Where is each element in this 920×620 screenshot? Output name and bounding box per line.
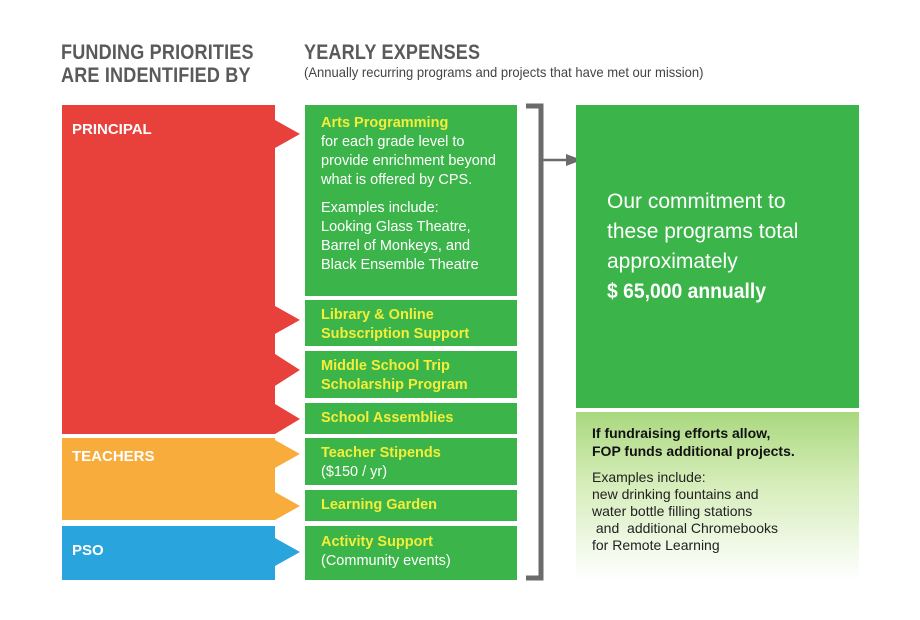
expense-arts-programming: Arts Programming for each grade level to… (305, 105, 517, 296)
expense-learning-garden: Learning Garden (305, 490, 517, 521)
source-teachers: TEACHERS (72, 448, 155, 465)
bracket-line (526, 103, 544, 581)
notch-gap (275, 320, 305, 344)
commitment-amount: $ 65,000 annually (607, 280, 766, 303)
expense-library-online: Library & Online Subscription Support (305, 300, 517, 346)
source-principal: PRINCIPAL (72, 121, 152, 138)
yearly-expenses-subtitle: (Annually recurring programs and project… (304, 64, 704, 80)
bracket-arrowhead-icon (566, 154, 582, 166)
notch-gap (275, 164, 305, 296)
principal-block (62, 105, 300, 434)
expense-activity-support: Activity Support (Community events) (305, 526, 517, 580)
expense-middle-school-trip: Middle School Trip Scholarship Program (305, 351, 517, 398)
funding-priorities-heading: FUNDING PRIORITIES ARE INDENTIFIED BY (61, 41, 254, 87)
pso-block (62, 526, 300, 580)
source-pso: PSO (72, 542, 104, 559)
teachers-block (62, 438, 300, 520)
additional-projects-box: If fundraising efforts allow, FOP funds … (576, 412, 859, 580)
expense-teacher-stipends: Teacher Stipends ($150 / yr) (305, 438, 517, 485)
commitment-box: Our commitment to these programs total a… (576, 105, 859, 408)
expense-school-assemblies: School Assemblies (305, 403, 517, 434)
notch-gap (275, 370, 305, 396)
notch-gap (275, 454, 305, 480)
yearly-expenses-heading: YEARLY EXPENSES (304, 41, 481, 64)
